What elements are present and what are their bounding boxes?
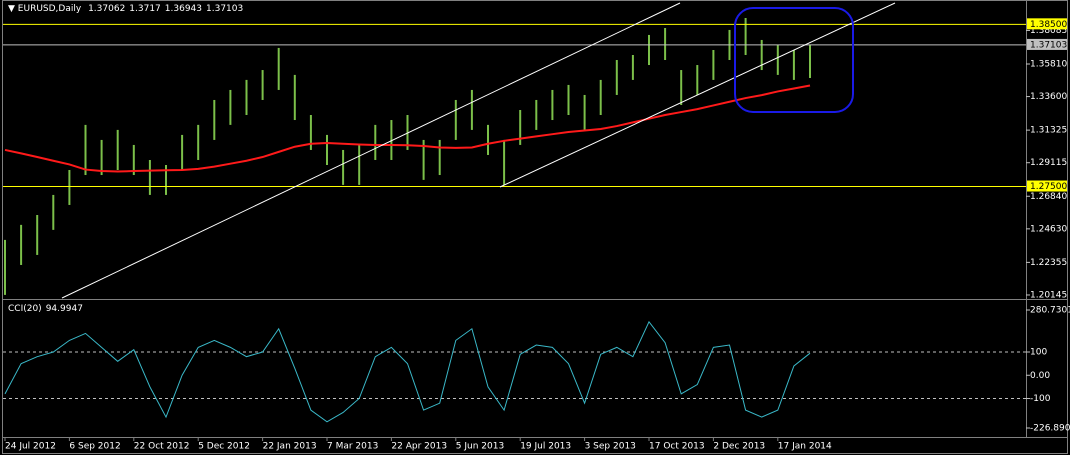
y-tick-label: -226.8905 (1030, 424, 1070, 434)
x-tick-label: 7 Mar 2013 (327, 442, 378, 452)
open: 1.37062 (88, 4, 126, 14)
high: 1.3717 (129, 4, 161, 14)
x-tick-label: 5 Dec 2012 (198, 442, 250, 452)
y-tick-label: 1.33600 (1030, 92, 1067, 102)
highlight-box (734, 7, 854, 113)
level-label: 1.27500 (1030, 182, 1067, 192)
indicator-name: CCI(20) (8, 304, 42, 314)
y-tick-label: 280.7301 (1030, 306, 1070, 316)
level-label: 1.38500 (1030, 20, 1067, 30)
price-header: ▼ EURUSD,Daily 1.37062 1.3717 1.36943 1.371… (8, 4, 244, 14)
y-tick-label: 1.31325 (1030, 126, 1067, 136)
indicator-value: 94.9947 (45, 304, 83, 314)
level-label-box (1027, 180, 1067, 192)
y-tick-label: 0.00 (1030, 371, 1050, 381)
level-label-box (1027, 18, 1067, 30)
y-tick-label: 1.26840 (1030, 192, 1067, 202)
x-tick-label: 24 Jul 2012 (5, 442, 56, 452)
level-label: 1.37103 (1030, 40, 1067, 50)
y-tick-label: 1.29115 (1030, 158, 1067, 168)
y-tick-label: 100 (1030, 348, 1047, 358)
low: 1.36943 (164, 4, 203, 14)
x-tick-label: 22 Jan 2013 (263, 442, 317, 452)
x-tick-label: 22 Apr 2013 (391, 442, 447, 452)
y-tick-label: 1.38085 (1030, 26, 1067, 36)
y-tick-label: 1.24630 (1030, 224, 1067, 234)
y-tick-label: 1.22355 (1030, 258, 1067, 268)
cci-header: CCI(20) 94.9947 (8, 304, 87, 314)
x-tick-label: 22 Oct 2012 (134, 442, 190, 452)
x-tick-label: 6 Sep 2012 (69, 442, 120, 452)
cci-line (4, 320, 811, 423)
moving-average (4, 84, 811, 173)
level-label-box (1027, 38, 1067, 50)
trend-line (61, 2, 681, 299)
x-tick-label: 2 Dec 2013 (713, 442, 765, 452)
y-tick-label: 1.35810 (1030, 59, 1067, 69)
x-tick-label: 3 Sep 2013 (585, 442, 636, 452)
symbol: EURUSD,Daily (17, 4, 82, 14)
y-tick-label: -100 (1030, 394, 1051, 404)
close: 1.37103 (206, 4, 244, 14)
trend-line (499, 2, 896, 188)
x-tick-label: 17 Oct 2013 (649, 442, 705, 452)
x-tick-label: 17 Jan 2014 (778, 442, 832, 452)
x-tick-label: 5 Jun 2013 (456, 442, 504, 452)
y-tick-label: 1.20145 (1030, 290, 1067, 300)
x-tick-label: 19 Jul 2013 (520, 442, 571, 452)
